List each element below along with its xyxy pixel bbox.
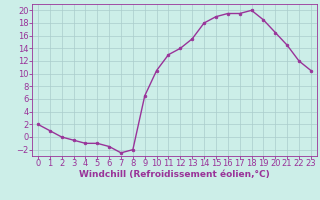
X-axis label: Windchill (Refroidissement éolien,°C): Windchill (Refroidissement éolien,°C) — [79, 170, 270, 179]
